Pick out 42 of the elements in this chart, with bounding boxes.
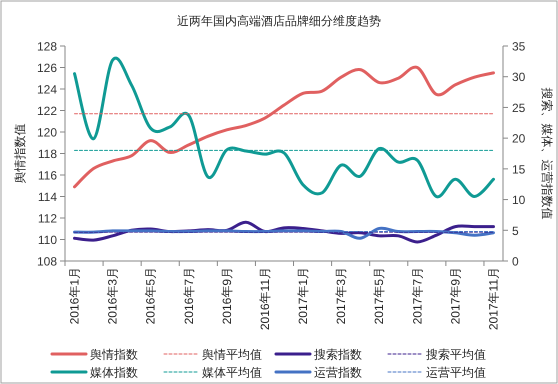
x-tick-label: 2016年9月 bbox=[220, 267, 234, 324]
y2-tick-label: 5 bbox=[512, 224, 519, 238]
y-tick-label: 126 bbox=[36, 61, 58, 75]
y-tick-label: 122 bbox=[36, 104, 58, 118]
x-tick-label: 2017年9月 bbox=[448, 267, 462, 324]
y-axis-title: 舆情指数值 bbox=[13, 124, 27, 184]
legend-label: 运营平均值 bbox=[426, 366, 486, 380]
x-tick-label: 2016年3月 bbox=[106, 267, 120, 324]
y2-tick-label: 30 bbox=[512, 70, 526, 84]
x-tick-label: 2016年1月 bbox=[68, 267, 82, 324]
legend-label: 搜索平均值 bbox=[426, 348, 486, 362]
y-tick-label: 118 bbox=[38, 147, 58, 161]
y-tick-label: 116 bbox=[38, 168, 58, 182]
y2-tick-label: 35 bbox=[512, 40, 526, 54]
x-tick-label: 2016年7月 bbox=[182, 267, 196, 324]
chart-title: 近两年国内高端酒店品牌细分维度趋势 bbox=[177, 14, 381, 28]
x-tick-label: 2017年1月 bbox=[296, 267, 310, 324]
x-tick-label: 2017年5月 bbox=[372, 267, 386, 324]
legend-label: 舆情平均值 bbox=[202, 348, 262, 362]
y2-tick-label: 20 bbox=[512, 132, 526, 146]
y2-tick-label: 25 bbox=[512, 100, 526, 115]
y-tick-label: 112 bbox=[38, 212, 58, 226]
x-tick-label: 2016年5月 bbox=[144, 267, 158, 324]
legend-label: 媒体平均值 bbox=[202, 366, 262, 380]
legend-label: 搜索指数 bbox=[314, 348, 362, 362]
x-tick-label: 2017年3月 bbox=[334, 267, 348, 324]
y2-tick-label: 0 bbox=[512, 254, 519, 268]
y-tick-label: 124 bbox=[36, 82, 58, 96]
y-tick-label: 128 bbox=[36, 40, 58, 54]
legend-label: 舆情指数 bbox=[90, 348, 138, 362]
x-tick-label: 2017年7月 bbox=[410, 267, 424, 324]
y2-tick-label: 10 bbox=[512, 193, 526, 208]
x-tick-label: 2017年11月 bbox=[486, 267, 500, 330]
y2-axis-title: 搜索、媒体、运营指数值 bbox=[540, 88, 554, 220]
y-tick-label: 110 bbox=[38, 233, 58, 247]
y-tick-label: 114 bbox=[38, 190, 58, 204]
legend-label: 媒体指数 bbox=[90, 366, 138, 380]
legend-label: 运营指数 bbox=[314, 366, 362, 380]
y2-tick-label: 15 bbox=[512, 162, 526, 176]
y-tick-label: 108 bbox=[36, 254, 58, 268]
x-tick-label: 2016年11月 bbox=[258, 267, 272, 330]
y-tick-label: 120 bbox=[36, 126, 58, 140]
